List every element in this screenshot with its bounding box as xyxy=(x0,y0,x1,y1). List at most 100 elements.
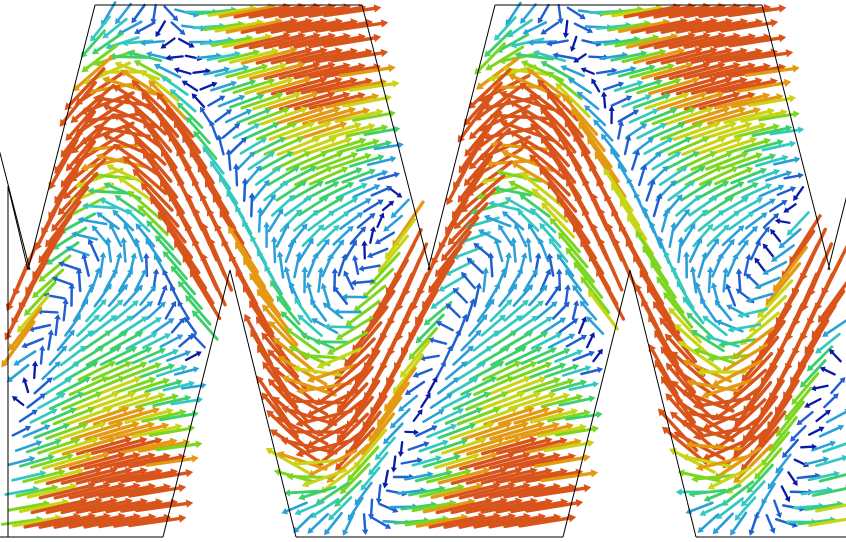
velocity-arrow xyxy=(217,94,246,108)
arrow-head xyxy=(283,266,291,273)
arrow-head xyxy=(397,451,404,457)
arrow-head xyxy=(738,106,747,115)
arrow-shaft xyxy=(363,127,396,137)
arrow-shaft xyxy=(814,384,829,390)
arrow-shaft xyxy=(330,496,353,518)
arrow-shaft xyxy=(159,95,195,139)
arrow-head xyxy=(404,389,412,395)
arrow-head xyxy=(510,237,517,243)
arrow-shaft xyxy=(196,8,233,16)
arrow-head xyxy=(324,120,332,129)
arrow-shaft xyxy=(106,363,144,381)
arrow-shaft xyxy=(370,396,403,438)
arrow-head xyxy=(500,149,509,158)
arrow-head xyxy=(579,300,586,307)
arrow-head xyxy=(173,67,180,74)
arrow-head xyxy=(188,380,196,388)
velocity-arrow xyxy=(270,280,292,311)
arrow-shaft xyxy=(218,5,271,19)
arrow-head xyxy=(650,261,658,269)
arrow-shaft xyxy=(717,415,762,449)
arrow-shaft xyxy=(675,20,728,34)
arrow-shaft xyxy=(507,1,522,23)
arrow-shaft xyxy=(120,20,143,34)
arrow-head xyxy=(287,396,295,406)
arrow-head xyxy=(290,459,298,468)
arrow-head xyxy=(60,149,69,158)
arrow-shaft xyxy=(635,195,648,219)
arrow-shaft xyxy=(289,182,320,202)
velocity-arrow xyxy=(791,372,820,406)
velocity-arrow xyxy=(560,65,585,78)
velocity-arrow xyxy=(680,180,713,202)
arrow-head xyxy=(79,345,87,352)
arrow-head xyxy=(573,224,581,233)
arrow-shaft xyxy=(477,85,522,119)
arrow-head xyxy=(248,151,256,158)
arrow-shaft xyxy=(645,182,654,202)
arrow-shaft xyxy=(337,479,363,505)
arrow-head xyxy=(679,419,688,428)
arrow-shaft xyxy=(439,322,454,332)
velocity-arrow xyxy=(786,211,810,236)
arrow-head xyxy=(531,315,539,323)
arrow-head xyxy=(161,76,168,83)
arrow-head xyxy=(493,237,501,244)
arrow-head xyxy=(153,134,161,143)
arrow-head xyxy=(360,182,368,190)
arrow-head xyxy=(500,267,507,274)
arrow-shaft xyxy=(476,301,493,323)
velocity-arrow xyxy=(96,212,120,230)
arrow-head xyxy=(292,365,300,373)
arrow-head xyxy=(778,4,787,13)
velocity-arrow xyxy=(41,361,61,381)
arrow-head xyxy=(633,149,641,156)
arrow-shaft xyxy=(473,515,526,529)
velocity-arrow xyxy=(356,212,376,229)
arrow-shaft xyxy=(776,188,793,196)
arrow-shaft xyxy=(599,242,624,292)
velocity-arrow xyxy=(810,384,829,392)
arrow-head xyxy=(539,222,546,230)
arrow-head xyxy=(492,185,500,193)
arrow-shaft xyxy=(503,302,526,322)
velocity-arrow xyxy=(52,361,81,381)
arrow-shaft xyxy=(571,304,578,320)
arrow-head xyxy=(522,451,531,460)
arrow-shaft xyxy=(204,149,225,175)
arrow-head xyxy=(558,134,566,143)
arrow-shaft xyxy=(488,485,541,499)
arrow-shaft xyxy=(639,109,674,125)
arrow-shaft xyxy=(465,393,505,411)
arrow-shaft xyxy=(75,438,128,456)
arrow-shaft xyxy=(765,514,774,530)
arrow-shaft xyxy=(525,470,578,484)
arrow-shaft xyxy=(128,486,182,498)
velocity-arrow xyxy=(190,332,206,349)
arrow-shaft xyxy=(284,241,295,264)
arrow-shaft xyxy=(595,122,614,142)
arrow-head xyxy=(792,64,800,73)
velocity-arrow xyxy=(146,220,175,251)
arrow-head xyxy=(487,74,496,82)
velocity-arrow xyxy=(44,377,73,396)
arrow-shaft xyxy=(166,352,188,362)
arrow-head xyxy=(295,449,304,458)
arrow-head xyxy=(604,193,612,202)
arrow-shaft xyxy=(278,255,285,279)
velocity-arrow xyxy=(440,392,473,410)
arrow-head xyxy=(117,176,126,184)
velocity-arrow xyxy=(390,455,397,473)
arrow-shaft xyxy=(743,141,780,153)
arrow-shaft xyxy=(456,408,497,426)
velocity-arrow xyxy=(484,29,513,58)
arrow-head xyxy=(507,31,514,38)
arrow-head xyxy=(301,223,308,231)
arrow-head xyxy=(65,377,73,384)
velocity-arrow xyxy=(321,252,334,278)
velocity-arrow xyxy=(334,108,384,124)
arrow-shaft xyxy=(705,20,758,34)
arrow-shaft xyxy=(717,446,762,478)
velocity-arrow xyxy=(338,138,380,154)
arrow-shaft xyxy=(489,423,540,441)
